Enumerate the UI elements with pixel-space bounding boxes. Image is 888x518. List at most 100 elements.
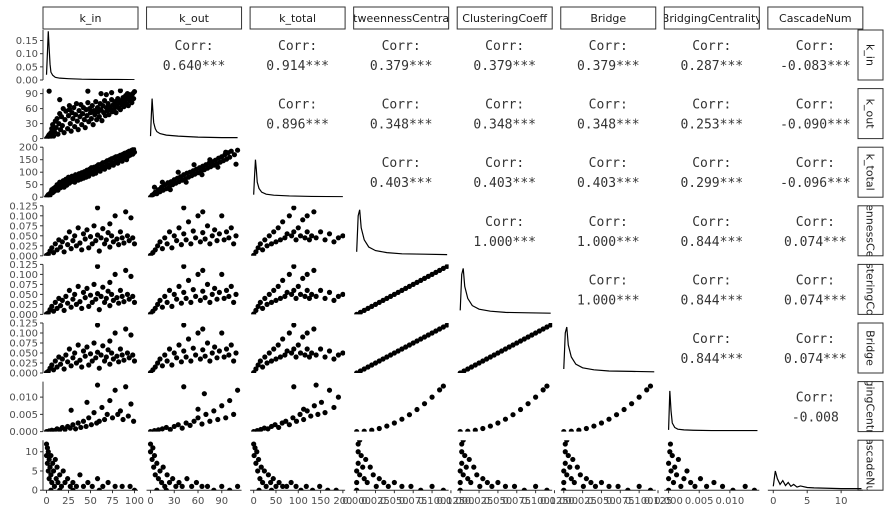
scatter-point bbox=[80, 483, 87, 489]
scatter-point bbox=[107, 361, 113, 367]
x-tick-label: 200 bbox=[333, 496, 352, 507]
corr-value: 0.844*** bbox=[680, 293, 743, 308]
scatter-point bbox=[125, 103, 131, 109]
scatter-point bbox=[101, 299, 108, 305]
scatter-point bbox=[280, 219, 286, 225]
scatter-point bbox=[68, 363, 74, 369]
corr-cell-6-7: Corr: -0.008 bbox=[792, 391, 839, 426]
scatter-point bbox=[88, 116, 94, 122]
scatter-point bbox=[219, 213, 225, 219]
scatter-point bbox=[280, 483, 286, 489]
scatter-point bbox=[65, 113, 72, 119]
scatter-point bbox=[276, 479, 282, 486]
corr-value: -0.096*** bbox=[780, 176, 850, 191]
column-strip-label: BridgingCentrality bbox=[662, 12, 763, 25]
x-tick-label: 0 bbox=[147, 496, 153, 507]
scatter-point bbox=[183, 420, 189, 426]
scatter-point bbox=[227, 397, 233, 404]
scatter-panel-1-0 bbox=[43, 88, 138, 139]
scatter-point bbox=[70, 116, 76, 122]
scatter-point bbox=[258, 464, 264, 470]
scatter-point bbox=[361, 428, 367, 432]
scatter-point bbox=[87, 234, 94, 240]
scatter-point bbox=[277, 295, 284, 301]
scatter-point bbox=[255, 303, 261, 309]
scatter-point bbox=[414, 406, 420, 413]
scatter-point bbox=[116, 300, 122, 306]
scatter-point bbox=[564, 472, 570, 478]
scatter-point bbox=[155, 243, 161, 249]
scatter-panel-4-3 bbox=[354, 264, 449, 315]
scatter-point bbox=[178, 359, 184, 365]
corr-label: Corr: bbox=[692, 273, 731, 288]
scatter-point bbox=[82, 353, 88, 359]
scatter-point bbox=[466, 456, 472, 463]
x-tick-label: 0.025 bbox=[465, 496, 494, 507]
scatter-point bbox=[264, 360, 270, 366]
scatter-point bbox=[103, 354, 109, 360]
x-tick-label: 0.000 bbox=[549, 496, 578, 507]
scatter-point bbox=[75, 342, 81, 348]
scatter-point bbox=[297, 291, 304, 297]
scatter-point bbox=[100, 343, 106, 349]
scatter-point bbox=[184, 476, 190, 482]
corr-cell-4-7: Corr: 0.074*** bbox=[784, 273, 847, 308]
scatter-point bbox=[94, 349, 101, 355]
density-panel-1 bbox=[149, 98, 238, 139]
scatter-point bbox=[57, 97, 63, 103]
row-strip-label: k_in bbox=[864, 44, 877, 66]
scatter-point bbox=[670, 479, 677, 486]
scatter-point bbox=[166, 346, 173, 352]
scatter-point bbox=[711, 479, 717, 486]
scatter-point bbox=[268, 299, 275, 305]
column-strip-0 bbox=[42, 6, 139, 30]
corr-value: -0.083*** bbox=[780, 59, 850, 74]
scatter-point bbox=[84, 113, 90, 119]
scatter-point bbox=[190, 228, 196, 234]
scatter-point bbox=[128, 215, 134, 221]
scatter-point bbox=[171, 233, 177, 239]
scatter-point bbox=[49, 479, 55, 486]
scatter-point bbox=[190, 287, 196, 293]
scatter-point bbox=[163, 487, 169, 491]
scatter-point bbox=[175, 169, 181, 175]
scatter-point bbox=[185, 219, 192, 225]
scatter-point bbox=[50, 367, 57, 373]
scatter-point bbox=[96, 307, 102, 313]
scatter-point bbox=[219, 403, 225, 409]
scatter-point bbox=[123, 267, 129, 273]
x-tick-label: 100 bbox=[125, 496, 144, 507]
scatter-point bbox=[113, 110, 119, 116]
corr-label: Corr: bbox=[382, 39, 421, 54]
scatter-point bbox=[318, 399, 325, 405]
x-tick-label: 0.050 bbox=[484, 496, 513, 507]
scatter-point bbox=[544, 487, 550, 491]
column-strip-4 bbox=[456, 6, 553, 30]
scatter-point bbox=[665, 476, 672, 482]
corr-value: 0.253*** bbox=[680, 118, 743, 133]
scatter-point bbox=[152, 305, 158, 311]
y-tick-label: 0.000 bbox=[9, 427, 38, 438]
scatter-point bbox=[444, 264, 449, 269]
scatter-point bbox=[48, 487, 54, 491]
row-strip-label: Bridge bbox=[864, 330, 877, 366]
y-tick-label: 50 bbox=[25, 180, 38, 191]
density-curve bbox=[563, 326, 655, 373]
row-strip-label: k_out bbox=[864, 99, 877, 130]
scatter-point bbox=[291, 384, 297, 390]
y-tick-label: 0.10 bbox=[16, 49, 38, 60]
scatter-point bbox=[126, 296, 132, 302]
scatter-point bbox=[561, 429, 567, 432]
scatter-point bbox=[370, 472, 376, 478]
scatter-point bbox=[460, 472, 466, 478]
scatter-point bbox=[385, 483, 391, 489]
scatter-point bbox=[101, 241, 108, 247]
scatter-point bbox=[284, 483, 290, 489]
scatter-point bbox=[457, 479, 463, 486]
scatter-point bbox=[309, 291, 315, 297]
scatter-point bbox=[87, 292, 94, 298]
scatter-point bbox=[606, 416, 612, 422]
scatter-point bbox=[72, 124, 78, 130]
scatter-point bbox=[77, 472, 83, 478]
scatter-point bbox=[297, 350, 304, 356]
